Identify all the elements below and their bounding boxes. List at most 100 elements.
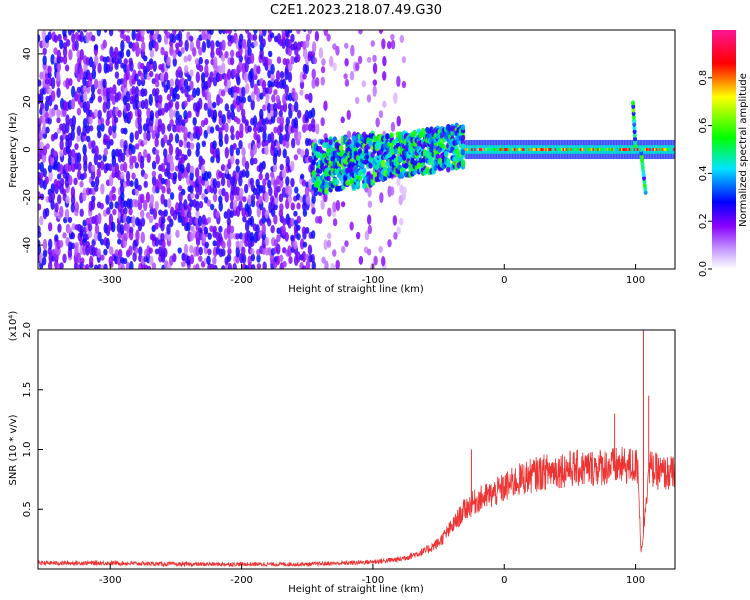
spectrogram-cell: [56, 49, 62, 60]
spectrogram-cell: [128, 110, 133, 120]
spectrogram-cell: [282, 148, 287, 159]
spectrogram-cell: [108, 30, 114, 37]
spectrogram-cell: [57, 223, 62, 233]
spectrogram-cell: [140, 99, 146, 110]
spectrogram-cell: [355, 141, 361, 148]
spectrogram-cell: [332, 218, 338, 227]
spectrogram-cell: [258, 195, 263, 205]
spectrogram-cell: [195, 263, 200, 269]
spectrogram-cell: [177, 30, 183, 42]
spectrogram-cell: [412, 169, 417, 176]
spectrogram-cell: [151, 160, 157, 170]
spectrogram-cell: [311, 41, 317, 53]
spectrogram-cell: [218, 73, 223, 82]
spectrogram-cell: [515, 148, 518, 151]
spectrogram-cell: [279, 70, 285, 79]
spectrogram-cell: [56, 61, 61, 73]
spectrogram-cell: [323, 100, 328, 111]
spectrogram-cell: [393, 148, 398, 155]
spectrogram-cell: [631, 111, 636, 117]
spectrogram-cell: [238, 60, 243, 73]
spectrogram-cell: [175, 93, 180, 100]
spectrogram-cell: [278, 110, 283, 118]
spectrogram-cell: [617, 148, 620, 151]
spectrogram-cell: [324, 187, 329, 194]
spectrogram-cell: [97, 95, 103, 103]
spectrogram-cell: [367, 200, 373, 208]
spectrogram-cell: [267, 58, 273, 66]
spectrogram-cell: [50, 183, 56, 194]
spectrogram-cell: [57, 33, 62, 42]
spectrogram-cell: [50, 90, 56, 102]
spectrogram-cell: [633, 136, 638, 142]
spectrogram-cell: [226, 79, 231, 88]
spectrogram-cell: [460, 149, 466, 156]
spectrogram-cell: [351, 135, 356, 142]
spectrogram-cell: [246, 38, 252, 49]
spectrogram-cell: [125, 102, 131, 112]
spectrogram-cell: [601, 148, 605, 151]
spectrogram-cell: [279, 177, 284, 189]
spectrogram-cell: [633, 143, 638, 149]
spectrogram-cell: [304, 123, 309, 131]
spectrogram-cell: [48, 170, 53, 182]
spectrogram-cell: [94, 145, 99, 158]
spectrogram-cell: [287, 30, 293, 34]
spectrogram-cell: [271, 94, 276, 103]
spectrogram-cell: [523, 148, 526, 151]
spectrogram-cell: [195, 87, 201, 97]
spectrogram-cell: [236, 117, 241, 125]
spectrogram-cell: [496, 148, 499, 151]
spectrogram-cell: [287, 62, 293, 72]
spectrogram-cell: [485, 148, 488, 151]
spectrogram-cell: [576, 148, 579, 151]
spectrogram-cell: [326, 175, 331, 182]
spectrogram-cell: [100, 183, 105, 195]
spectrogram-cell: [96, 124, 102, 132]
spectrogram-cell: [117, 248, 123, 259]
spectrogram-cell: [100, 122, 105, 132]
spectrogram-cell: [224, 103, 229, 112]
spectrogram-cell: [282, 247, 287, 254]
spectrogram-cell: [151, 130, 156, 140]
spectrogram-cell: [183, 110, 188, 120]
spectrogram-cell: [125, 170, 131, 182]
spectrogram-cell: [122, 161, 128, 173]
spectrogram-cell: [169, 218, 174, 228]
spectrogram-cell: [508, 148, 512, 151]
spectrogram-cell: [99, 202, 104, 210]
spectrogram-cell: [317, 215, 323, 224]
spectrogram-cell: [59, 139, 64, 151]
spectrogram-cell: [460, 124, 466, 131]
spectrogram-cell: [79, 30, 84, 43]
spectrogram-cell: [221, 62, 226, 74]
spectrogram-cell: [460, 159, 466, 166]
spectrogram-cell: [201, 140, 207, 148]
spectrogram-cell: [64, 208, 70, 220]
spectrogram-cell: [385, 133, 390, 140]
spectrogram-cell: [73, 177, 78, 186]
spectrogram-cell: [148, 93, 153, 106]
spectrogram-cell: [224, 30, 229, 34]
colorbar-gradient: [712, 30, 736, 269]
spectrogram-cell: [140, 193, 145, 204]
spectrogram-cell: [262, 261, 267, 269]
spectrogram-cell: [215, 40, 220, 48]
spectrogram-cell: [512, 148, 515, 151]
spectrogram-cell: [93, 264, 99, 269]
spectrogram-cell: [186, 255, 191, 266]
snr-panel: -300 -200 -100 0 100 0.5 1.0 1.5 2.0 Height of …: [8, 311, 676, 595]
spectrogram-cell: [270, 72, 275, 83]
spectrogram-cell: [471, 148, 474, 151]
spectrogram-cell: [53, 131, 59, 140]
spectrogram-cell: [387, 152, 392, 159]
spectrogram-cell: [466, 148, 469, 151]
spectrogram-cell: [175, 154, 180, 161]
spectrogram-cell: [597, 148, 600, 151]
spectrogram-cell: [346, 109, 351, 120]
spectrogram-cell: [183, 127, 188, 136]
colorbar-tick-label: 0.6: [698, 118, 709, 134]
spectrogram-cell: [628, 148, 631, 151]
spectrogram-cell: [404, 162, 409, 169]
